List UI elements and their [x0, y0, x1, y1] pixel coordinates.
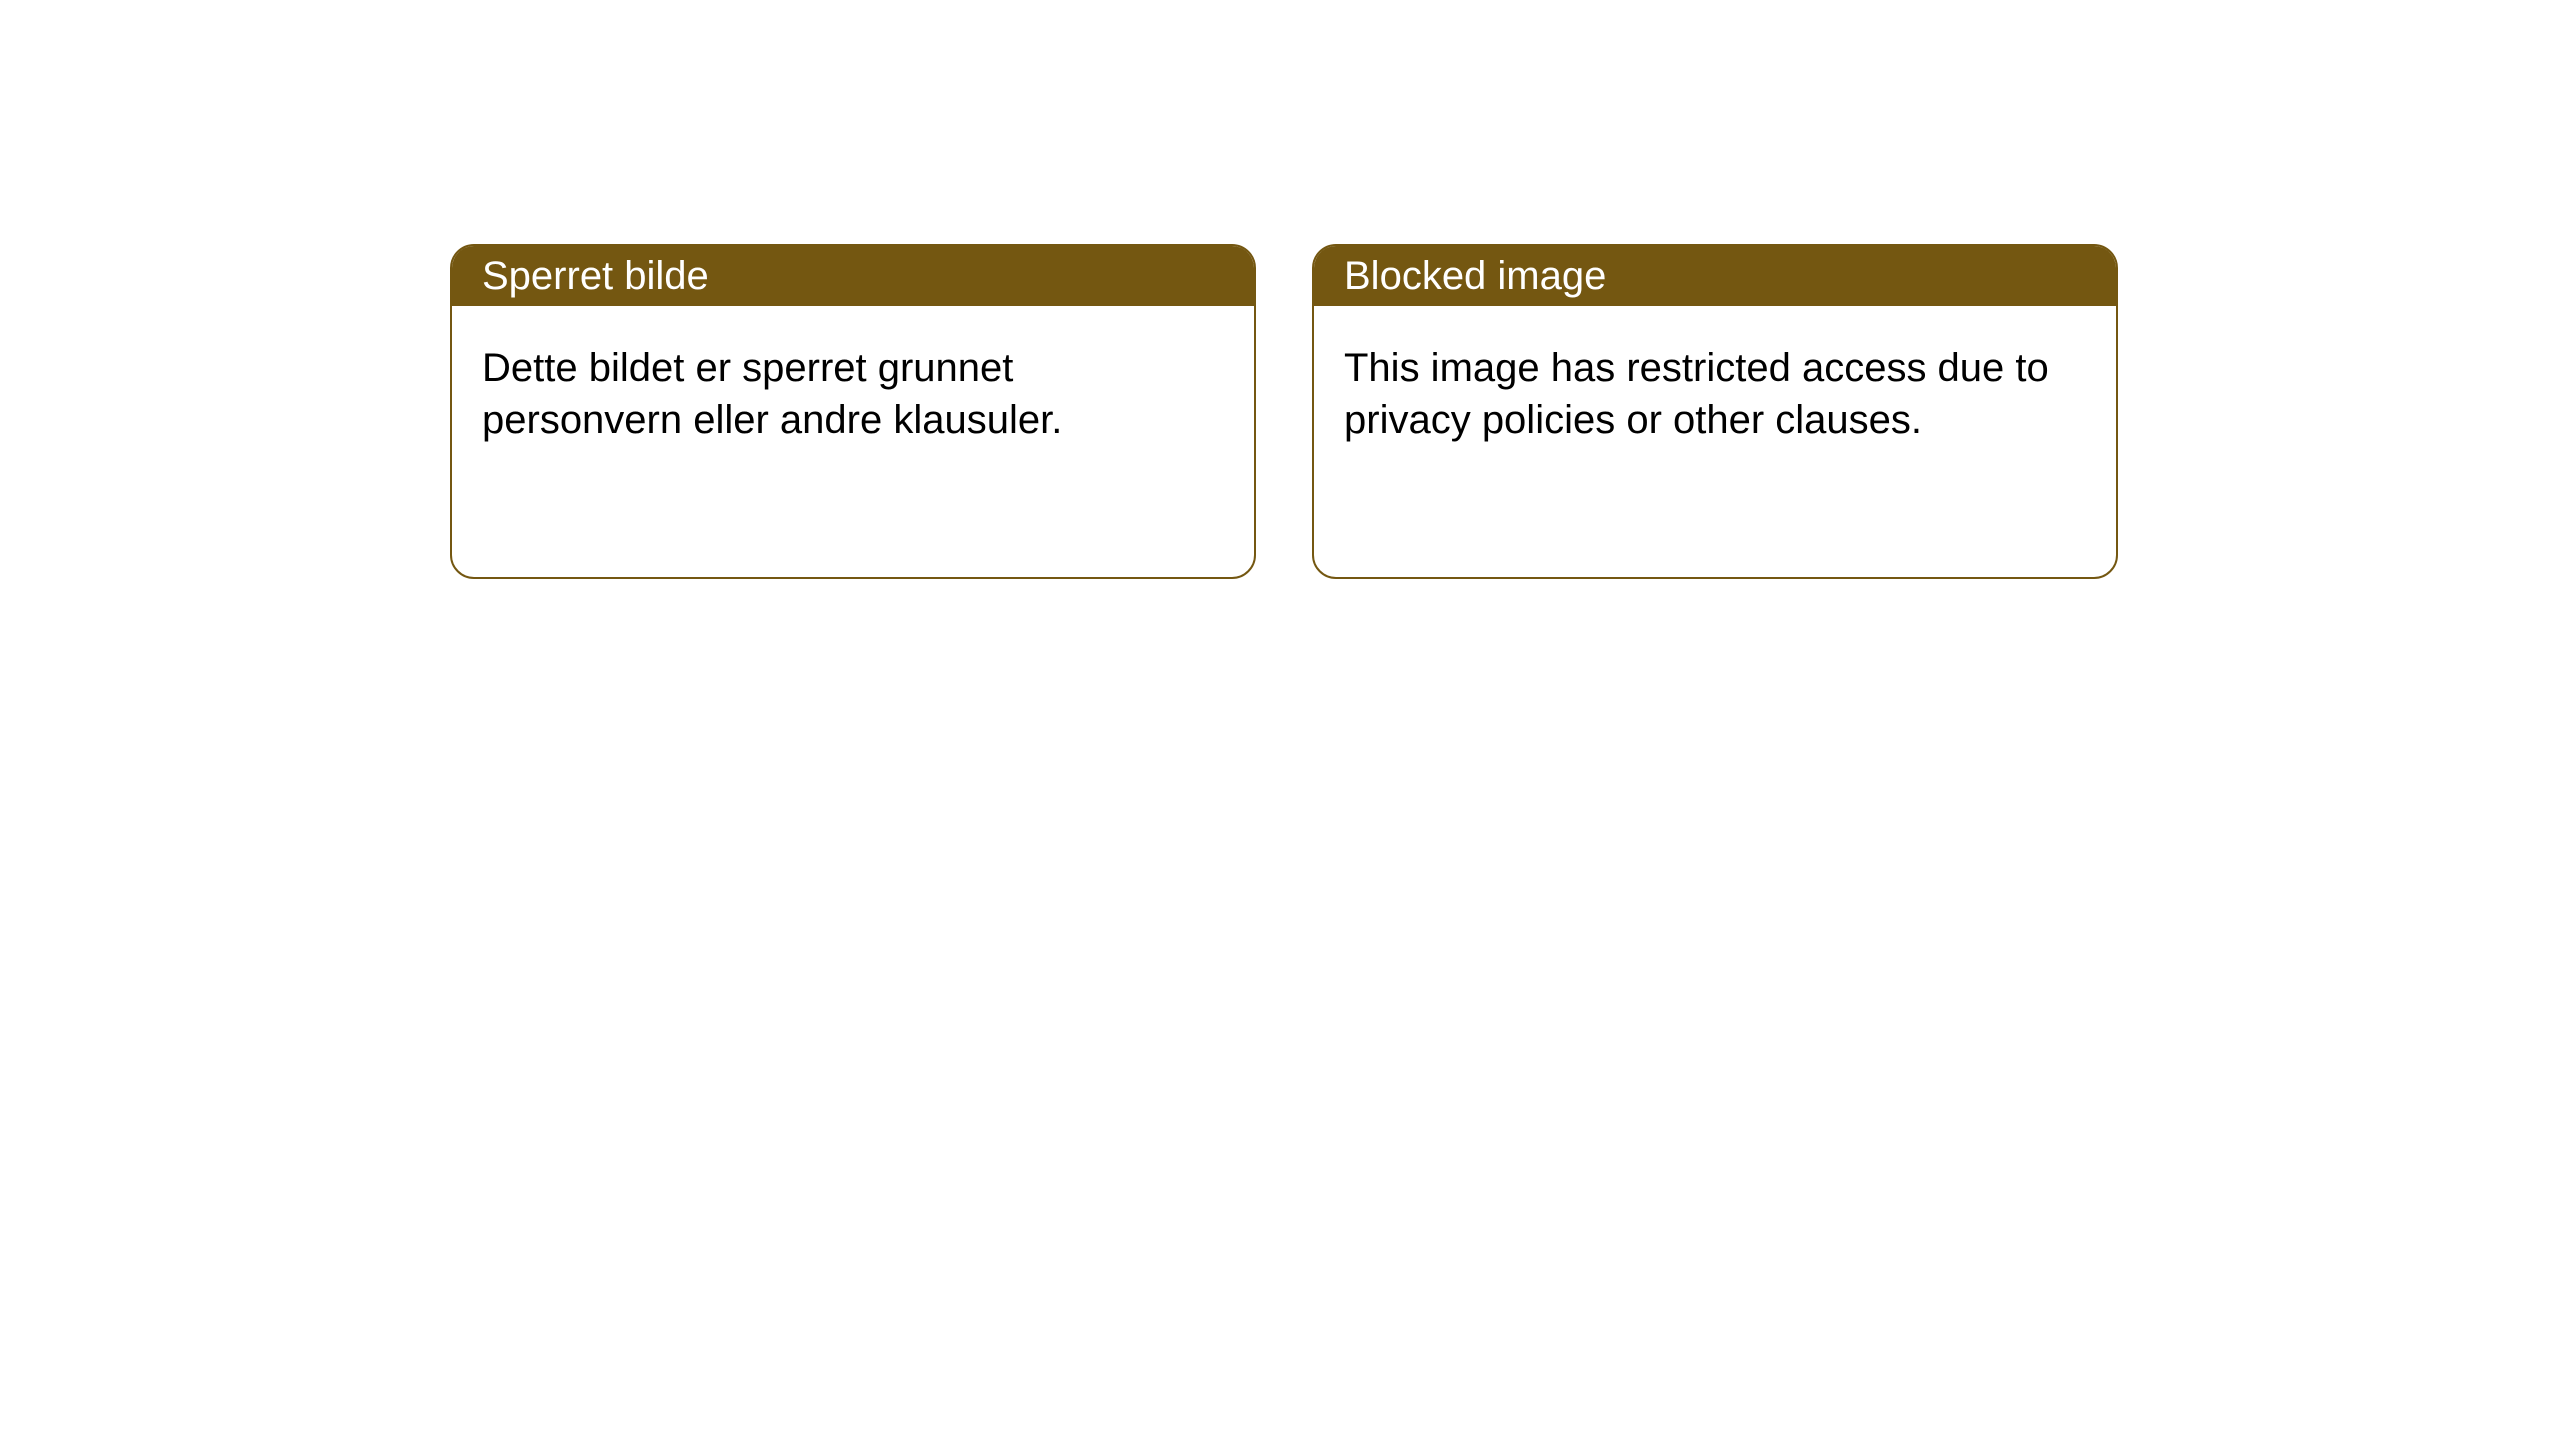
- blocked-image-card-en: Blocked image This image has restricted …: [1312, 244, 2118, 579]
- card-header-no: Sperret bilde: [452, 246, 1254, 306]
- notice-cards-row: Sperret bilde Dette bildet er sperret gr…: [0, 0, 2560, 579]
- card-body-no: Dette bildet er sperret grunnet personve…: [452, 306, 1254, 577]
- card-body-en: This image has restricted access due to …: [1314, 306, 2116, 577]
- blocked-image-card-no: Sperret bilde Dette bildet er sperret gr…: [450, 244, 1256, 579]
- card-header-en: Blocked image: [1314, 246, 2116, 306]
